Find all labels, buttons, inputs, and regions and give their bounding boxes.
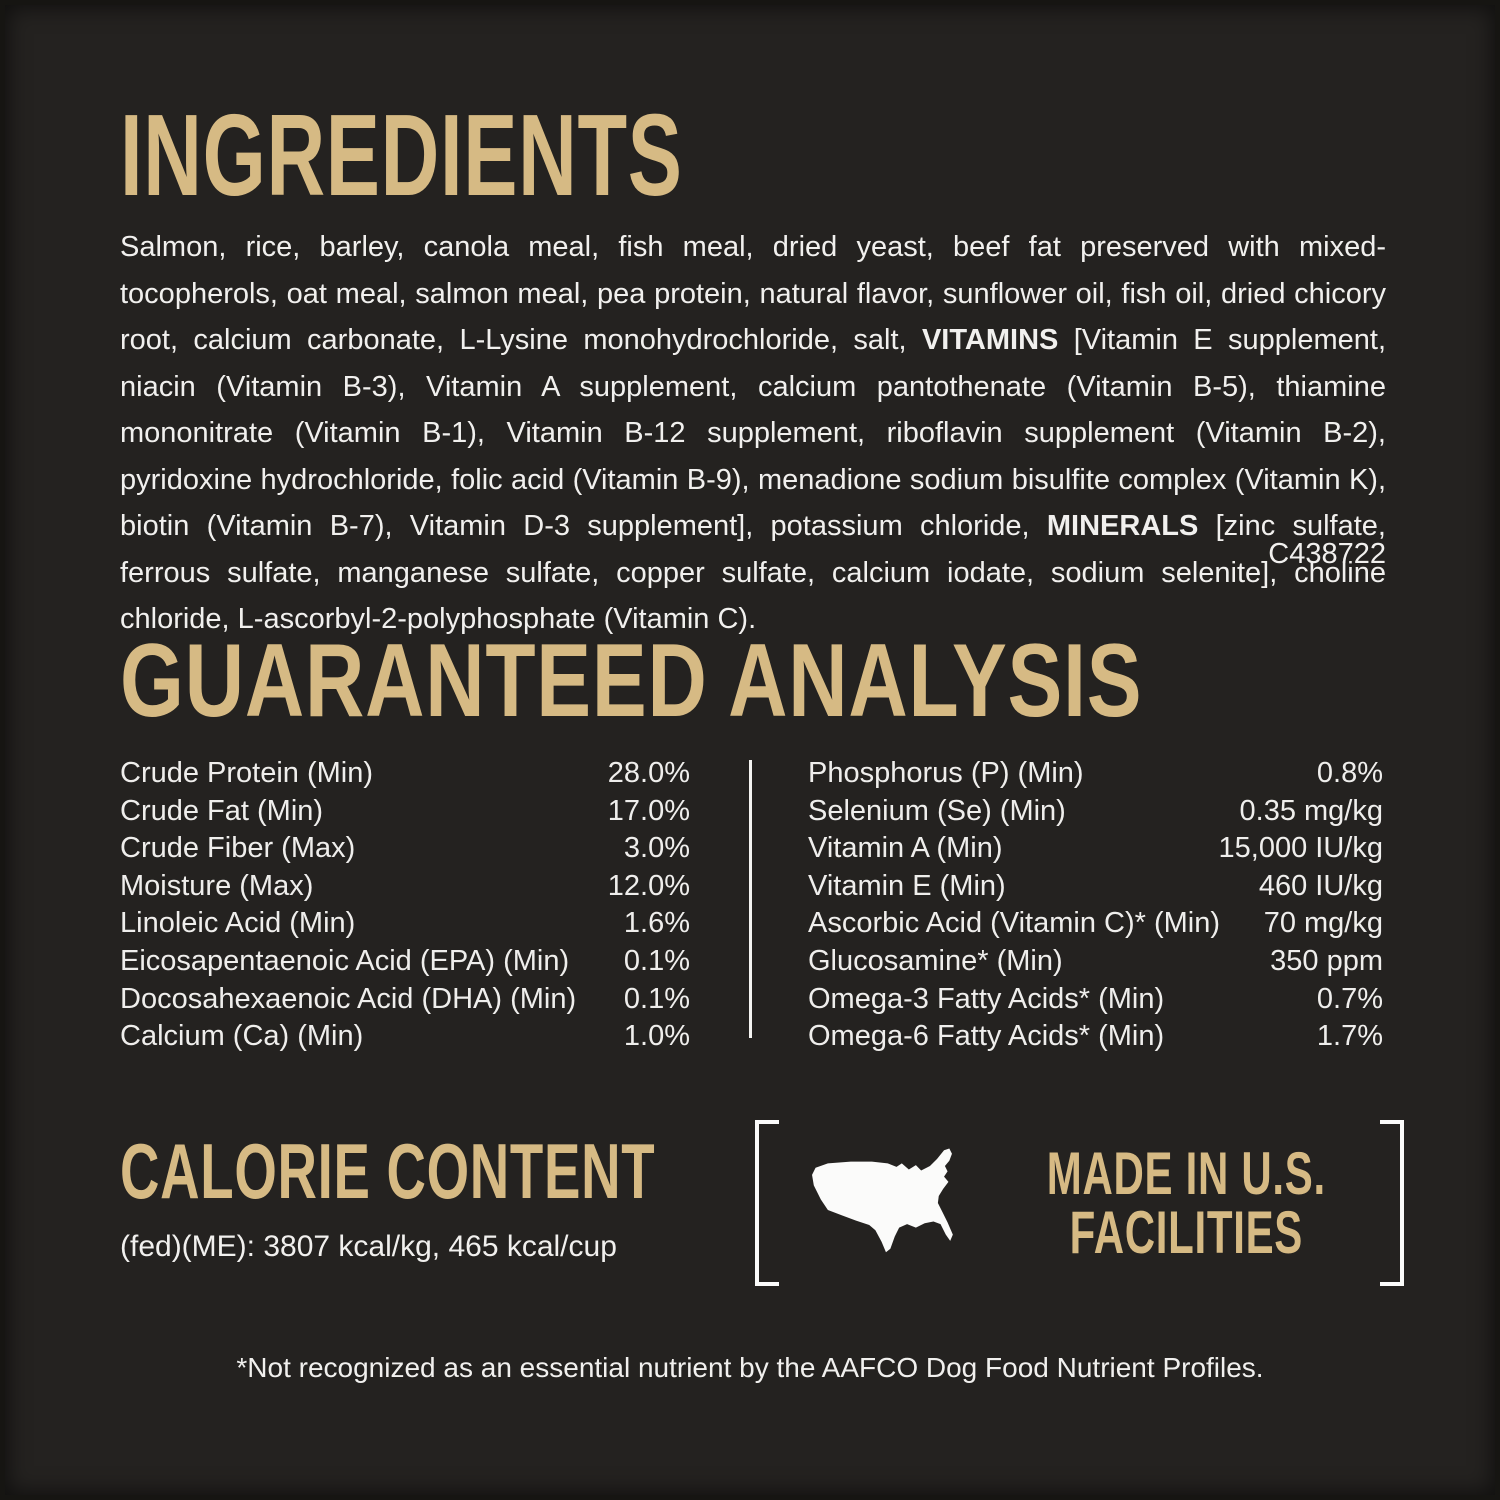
nutrient-value: 12.0%: [607, 869, 690, 902]
nutrient-value: 70 mg/kg: [1263, 907, 1383, 940]
table-row: Moisture (Max) 12.0%: [120, 868, 690, 906]
column-divider: [749, 760, 752, 1038]
nutrient-value: 3.0%: [623, 832, 690, 865]
nutrient-label: Eicosapentaenoic Acid (EPA) (Min): [120, 944, 570, 977]
table-row: Glucosamine* (Min) 350 ppm: [808, 943, 1383, 981]
table-row: Crude Protein (Min) 28.0%: [120, 755, 690, 793]
table-row: Linoleic Acid (Min) 1.6%: [120, 905, 690, 943]
table-row: Calcium (Ca) (Min) 1.0%: [120, 1018, 690, 1056]
nutrient-label: Vitamin A (Min): [808, 832, 1003, 865]
badge-line1: MADE IN U.S.: [1046, 1140, 1326, 1207]
minerals-label: MINERALS: [1046, 510, 1199, 542]
nutrient-label: Calcium (Ca) (Min): [120, 1020, 364, 1053]
nutrient-label: Glucosamine* (Min): [808, 944, 1063, 977]
aafco-footnote: *Not recognized as an essential nutrient…: [236, 1352, 1264, 1383]
made-in-us-text: MADE IN U.S. FACILITIES: [1046, 1140, 1326, 1266]
nutrient-label: Omega-3 Fatty Acids* (Min): [808, 982, 1165, 1015]
analysis-table-left: Crude Protein (Min) 28.0% Crude Fat (Min…: [120, 755, 690, 1056]
table-row: Ascorbic Acid (Vitamin C)* (Min) 70 mg/k…: [808, 905, 1383, 943]
nutrient-label: Crude Protein (Min): [120, 757, 374, 789]
vitamins-label: VITAMINS: [921, 324, 1059, 356]
nutrient-label: Moisture (Max): [120, 869, 314, 902]
nutrient-value: 28.0%: [607, 757, 690, 789]
bracket-right-icon: [1379, 1120, 1404, 1286]
table-row: Crude Fat (Min) 17.0%: [120, 793, 690, 831]
nutrient-label: Crude Fat (Min): [120, 794, 324, 827]
table-row: Phosphorus (P) (Min) 0.8%: [808, 755, 1383, 793]
table-row: Vitamin A (Min) 15,000 IU/kg: [808, 830, 1383, 868]
nutrient-value: 0.1%: [623, 944, 690, 977]
nutrient-label: Phosphorus (P) (Min): [808, 757, 1084, 789]
nutrient-value: 0.1%: [623, 982, 690, 1015]
made-in-us-badge: MADE IN U.S. FACILITIES: [755, 1120, 1404, 1286]
ingredients-part3: [zinc sulfate, ferrous sulfate, manganes…: [120, 510, 1386, 635]
usa-map-icon: [812, 1148, 953, 1253]
table-row: Eicosapentaenoic Acid (EPA) (Min) 0.1%: [120, 943, 690, 981]
nutrient-value: 0.8%: [1316, 757, 1383, 789]
ingredients-part1: Salmon, rice, barley, canola meal, fish …: [120, 231, 1386, 356]
table-row: Vitamin E (Min) 460 IU/kg: [808, 868, 1383, 906]
table-row: Omega-6 Fatty Acids* (Min) 1.7%: [808, 1018, 1383, 1056]
guaranteed-analysis-section-title: GUARANTEED ANALYSIS: [120, 623, 1143, 739]
calorie-content-section-title: CALORIE CONTENT: [120, 1127, 656, 1215]
nutrient-label: Crude Fiber (Max): [120, 832, 356, 865]
analysis-table-right: Phosphorus (P) (Min) 0.8% Selenium (Se) …: [808, 755, 1383, 1056]
table-row: Selenium (Se) (Min) 0.35 mg/kg: [808, 793, 1383, 831]
nutrient-label: Omega-6 Fatty Acids* (Min): [808, 1020, 1165, 1053]
nutrient-label: Ascorbic Acid (Vitamin C)* (Min): [808, 907, 1221, 940]
nutrient-label: Selenium (Se) (Min): [808, 794, 1066, 827]
nutrient-value: 17.0%: [607, 794, 690, 827]
table-row: Docosahexaenoic Acid (DHA) (Min) 0.1%: [120, 981, 690, 1019]
nutrient-value: 0.35 mg/kg: [1239, 794, 1383, 827]
ingredients-paragraph: Salmon, rice, barley, canola meal, fish …: [120, 224, 1386, 643]
nutrient-value: 1.7%: [1316, 1020, 1383, 1053]
nutrient-label: Linoleic Acid (Min): [120, 907, 356, 940]
nutrient-value: 350 ppm: [1270, 944, 1383, 977]
nutrient-label: Vitamin E (Min): [808, 869, 1006, 902]
nutrient-value: 1.6%: [623, 907, 690, 940]
calorie-detail: (fed)(ME): 3807 kcal/kg, 465 kcal/cup: [120, 1230, 617, 1263]
ingredients-part2: [Vitamin E supplement, niacin (Vitamin B…: [120, 324, 1386, 542]
nutrient-value: 1.0%: [623, 1020, 690, 1053]
nutrient-value: 460 IU/kg: [1258, 869, 1383, 902]
bracket-left-icon: [755, 1120, 779, 1286]
nutrient-value: 15,000 IU/kg: [1218, 832, 1383, 865]
ingredients-section-title: INGREDIENTS: [120, 90, 683, 220]
table-row: Omega-3 Fatty Acids* (Min) 0.7%: [808, 981, 1383, 1019]
lot-code: C438722: [1268, 538, 1386, 570]
nutrient-label: Docosahexaenoic Acid (DHA) (Min): [120, 982, 577, 1015]
nutrient-value: 0.7%: [1316, 982, 1383, 1015]
table-row: Crude Fiber (Max) 3.0%: [120, 830, 690, 868]
badge-line2: FACILITIES: [1069, 1199, 1304, 1266]
